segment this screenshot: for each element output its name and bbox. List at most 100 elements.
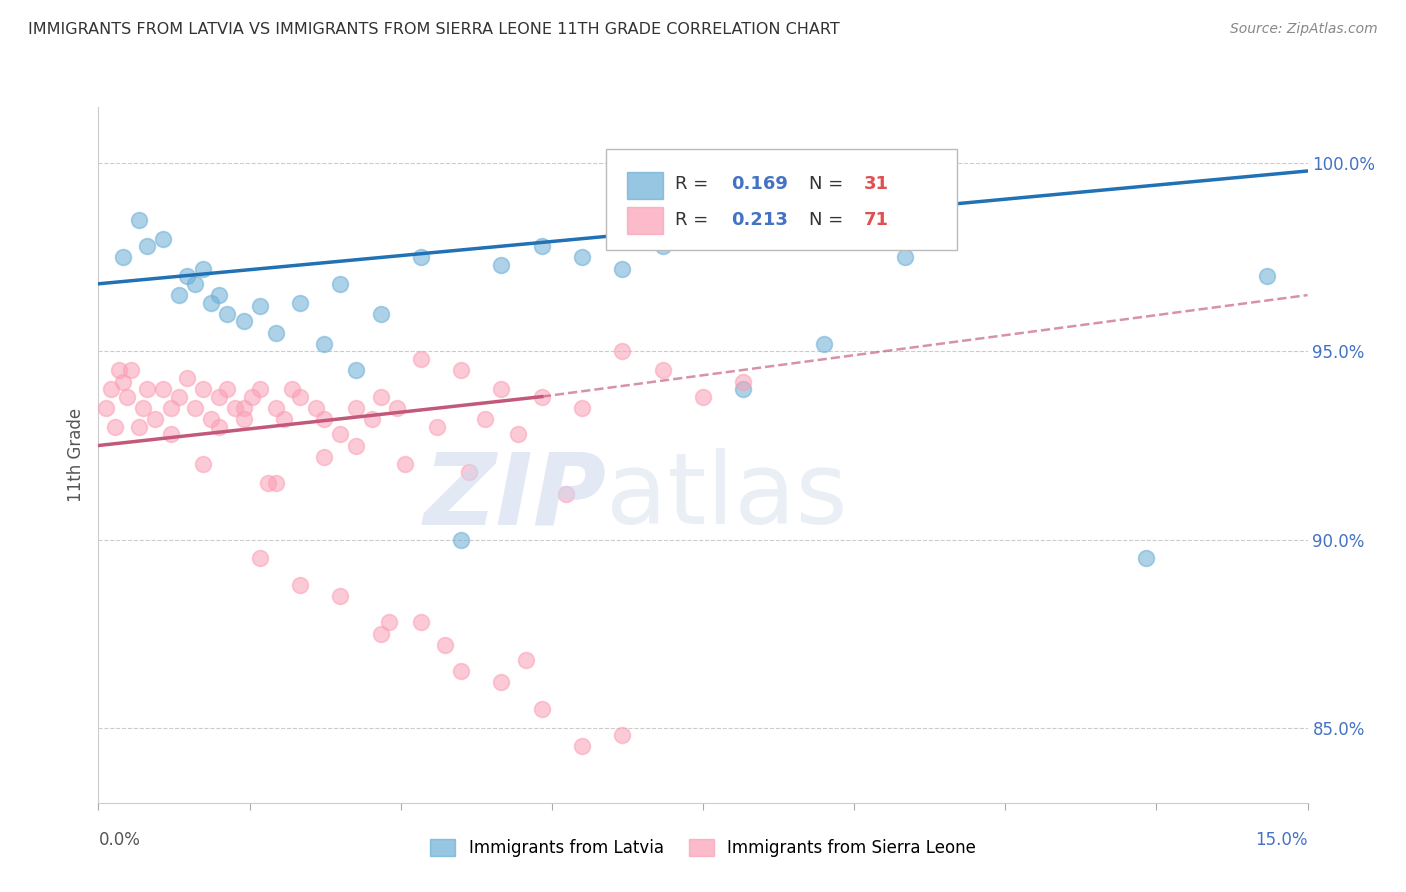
Point — [264, 401, 287, 415]
Point — [344, 438, 367, 452]
Point — [264, 476, 287, 491]
Point — [167, 390, 190, 404]
Legend: Immigrants from Latvia, Immigrants from Sierra Leone: Immigrants from Latvia, Immigrants from … — [423, 832, 983, 864]
Point — [612, 728, 634, 742]
Point — [329, 589, 352, 603]
Point — [344, 363, 367, 377]
Point — [329, 427, 352, 442]
Point — [100, 382, 122, 396]
Point — [409, 251, 432, 265]
Point — [409, 351, 432, 366]
Point — [132, 401, 155, 415]
Point — [249, 299, 271, 313]
Point — [361, 412, 384, 426]
Point — [450, 533, 472, 547]
Point — [103, 419, 125, 434]
Point — [651, 363, 673, 377]
Text: ZIP: ZIP — [423, 448, 606, 545]
Point — [249, 551, 271, 566]
Point — [571, 401, 593, 415]
Point — [314, 337, 336, 351]
Point — [813, 337, 835, 351]
Point — [458, 465, 481, 479]
Point — [176, 269, 198, 284]
Point — [111, 375, 134, 389]
Point — [370, 307, 392, 321]
Point — [491, 258, 513, 272]
Point — [612, 261, 634, 276]
Point — [208, 390, 231, 404]
Point — [733, 382, 755, 396]
Point — [530, 390, 553, 404]
Point — [200, 412, 222, 426]
Point — [193, 458, 215, 472]
Point — [288, 390, 311, 404]
Point — [377, 615, 399, 630]
Point — [370, 390, 392, 404]
Point — [506, 427, 529, 442]
Point — [474, 412, 496, 426]
Point — [426, 419, 449, 434]
Point — [530, 239, 553, 253]
Point — [152, 232, 174, 246]
Point — [692, 390, 714, 404]
Point — [491, 675, 513, 690]
Point — [232, 314, 254, 328]
Point — [128, 419, 150, 434]
Point — [143, 412, 166, 426]
Point — [288, 577, 311, 591]
Point — [571, 251, 593, 265]
Point — [107, 363, 129, 377]
Text: R =: R = — [675, 175, 714, 194]
Text: R =: R = — [675, 211, 714, 229]
Point — [160, 401, 183, 415]
Point — [612, 344, 634, 359]
Point — [152, 382, 174, 396]
Point — [193, 382, 215, 396]
Point — [193, 261, 215, 276]
Point — [450, 363, 472, 377]
Point — [1135, 551, 1157, 566]
Text: IMMIGRANTS FROM LATVIA VS IMMIGRANTS FROM SIERRA LEONE 11TH GRADE CORRELATION CH: IMMIGRANTS FROM LATVIA VS IMMIGRANTS FRO… — [28, 22, 839, 37]
Point — [115, 390, 138, 404]
Point — [224, 401, 246, 415]
Text: 0.213: 0.213 — [731, 211, 787, 229]
Text: 0.169: 0.169 — [731, 175, 787, 194]
Point — [200, 295, 222, 310]
Point — [370, 626, 392, 640]
Bar — [627, 172, 664, 199]
Point — [232, 401, 254, 415]
Point — [434, 638, 457, 652]
Point — [217, 307, 239, 321]
Y-axis label: 11th Grade: 11th Grade — [67, 408, 86, 502]
Point — [530, 702, 553, 716]
Point — [281, 382, 304, 396]
Point — [273, 412, 295, 426]
Point — [96, 401, 118, 415]
Point — [515, 653, 537, 667]
Text: 71: 71 — [863, 211, 889, 229]
Text: 31: 31 — [863, 175, 889, 194]
Bar — [627, 207, 664, 234]
Point — [249, 382, 271, 396]
Point — [120, 363, 142, 377]
Point — [208, 419, 231, 434]
Point — [167, 288, 190, 302]
Point — [305, 401, 328, 415]
Point — [651, 239, 673, 253]
Point — [893, 251, 915, 265]
Point — [184, 277, 207, 291]
Text: N =: N = — [810, 211, 849, 229]
Point — [176, 371, 198, 385]
Text: N =: N = — [810, 175, 849, 194]
Point — [314, 412, 336, 426]
Text: atlas: atlas — [606, 448, 848, 545]
Point — [571, 739, 593, 754]
Point — [555, 487, 578, 501]
Point — [394, 458, 416, 472]
Point — [240, 390, 263, 404]
Point — [491, 382, 513, 396]
Point — [111, 251, 134, 265]
Point — [385, 401, 408, 415]
Point — [344, 401, 367, 415]
